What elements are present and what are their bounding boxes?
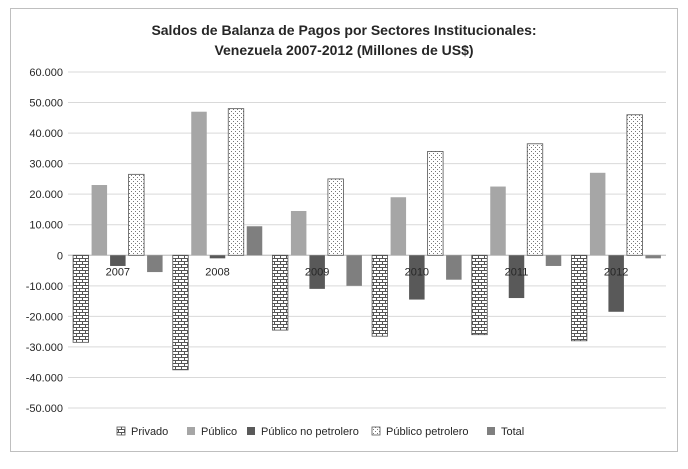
bar [390,197,407,256]
bar [371,254,388,337]
legend-swatch [371,426,381,436]
y-tick-label: 30.000 [29,159,63,171]
bar [427,151,444,256]
legend: Privado Público Público no petrolero Públic… [116,426,524,438]
legend-label: Total [501,426,524,438]
y-tick-label: -10.000 [26,281,63,293]
category-labels: 2007 2008 2009 2010 2011 2012 [106,266,629,278]
category-label: 2012 [604,266,628,278]
legend-label: Público petrolero [386,426,469,438]
legend-swatch [187,427,195,435]
bar [110,255,126,266]
bar [589,172,606,256]
bar [471,254,488,336]
bar [490,186,506,256]
bar [608,255,624,312]
legend-swatch [487,427,495,435]
category-label: 2009 [305,266,329,278]
y-tick-label: -30.000 [26,342,63,354]
bar [209,255,226,259]
y-tick-label: 50.000 [29,98,63,110]
y-tick-label: -40.000 [26,372,63,384]
legend-label: Público no petrolero [261,426,359,438]
y-tick-label: 60.000 [29,67,63,79]
category-label: 2010 [405,266,429,278]
bar [128,173,145,256]
bar [272,254,289,331]
legend-swatch [247,427,255,435]
bar [327,178,344,256]
legend-label: Público [201,426,237,438]
bar [446,255,462,280]
bar [526,143,544,256]
chart-title-line-1: Saldos de Balanza de Pagos por Sectores … [151,22,536,38]
category-label: 2008 [205,266,229,278]
bar [191,111,207,256]
y-tick-label: 40.000 [29,128,63,140]
bar [645,255,661,259]
bar [571,254,588,342]
y-tick-label: -20.000 [26,311,63,323]
y-tick-label: 10.000 [29,220,63,232]
bar [172,254,189,371]
category-label: 2007 [106,266,130,278]
chart-title-line-2: Venezuela 2007-2012 (Millones de US$) [214,42,473,58]
chart-frame [10,8,678,452]
legend-label: Privado [131,426,168,438]
y-tick-label: 20.000 [29,189,63,201]
bar [545,255,562,266]
legend-swatch [116,426,126,436]
y-axis-tick-labels: 60.000 50.000 40.000 30.000 20.000 10.000 0 -10… [26,67,63,415]
bar [409,255,425,300]
bar [309,255,325,289]
bar [72,254,89,343]
y-tick-label: -50.000 [26,403,63,415]
category-label: 2011 [505,266,529,278]
bar [290,210,307,256]
bars [72,108,661,371]
bar [346,255,362,286]
bar [626,114,643,256]
bar [508,255,525,299]
gridlines [68,71,666,409]
bar [246,226,263,256]
bar [227,108,245,256]
bar [147,255,163,273]
bar [91,185,108,256]
y-tick-label: 0 [57,250,63,262]
